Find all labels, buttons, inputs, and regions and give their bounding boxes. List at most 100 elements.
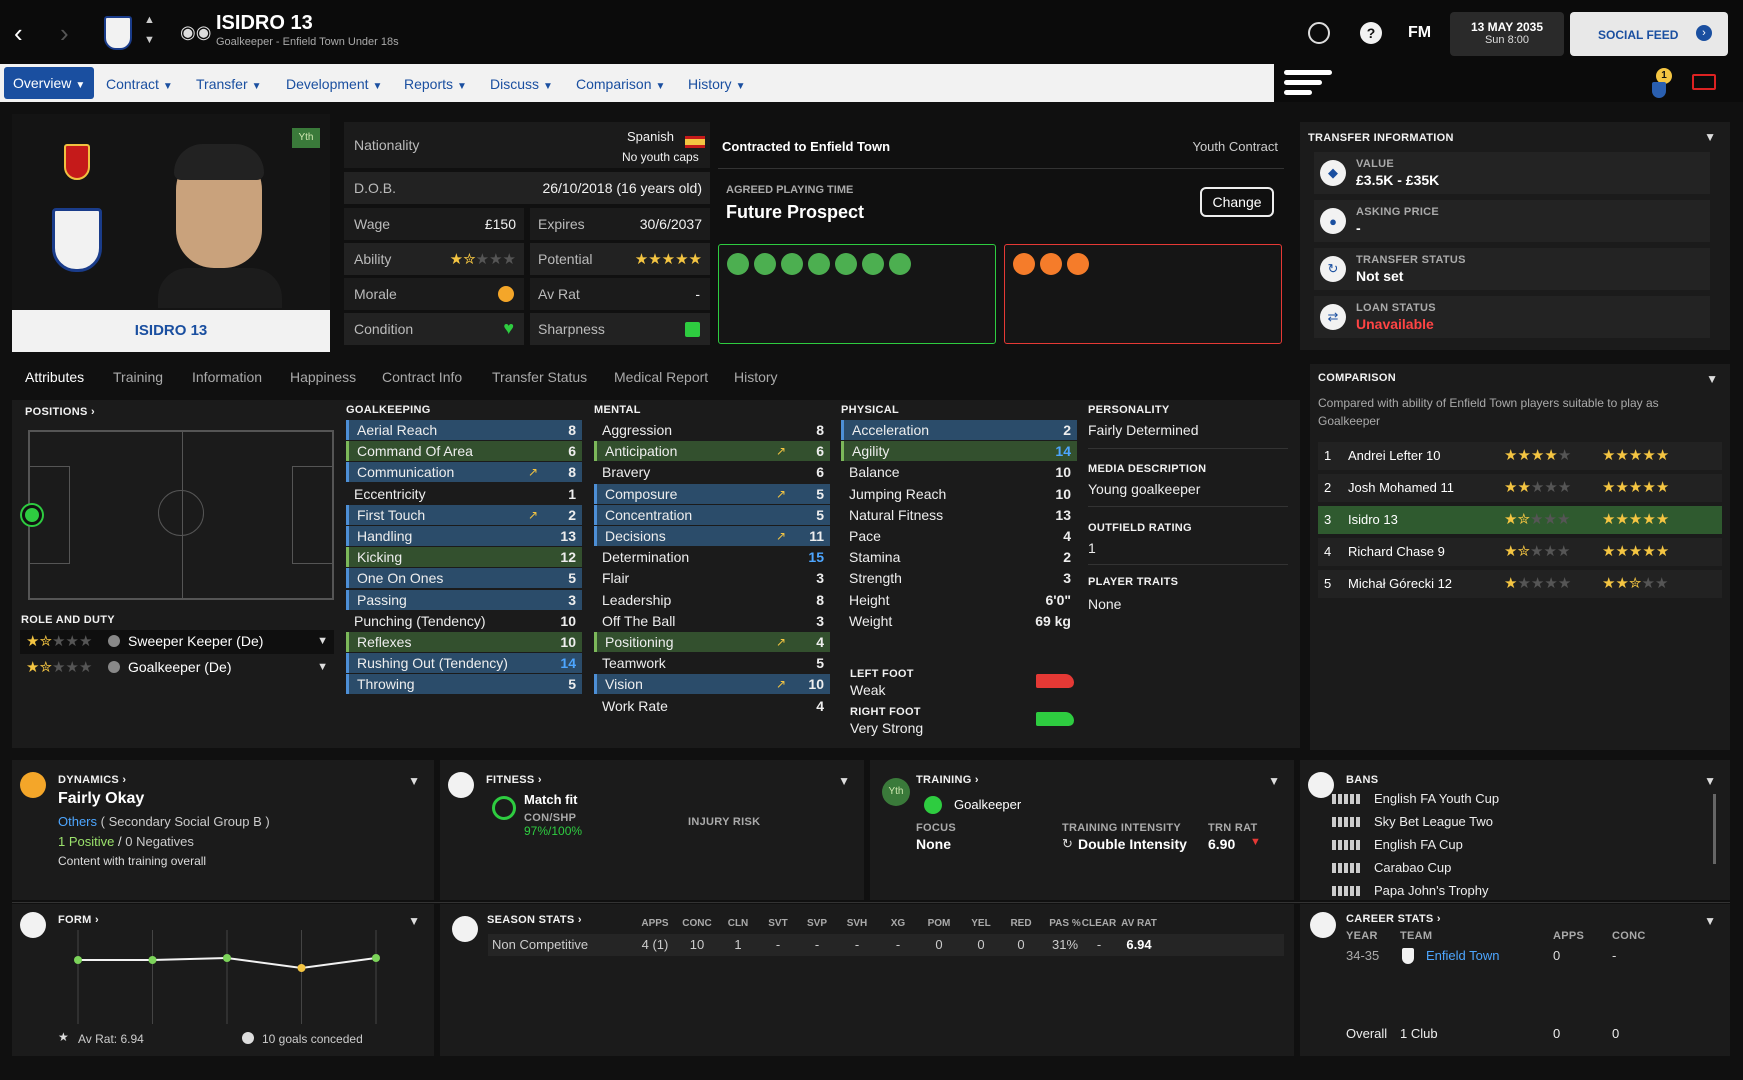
season-col-svh[interactable]: SVH [846,918,868,929]
nav-discuss[interactable]: Discuss ▼ [490,76,553,92]
world-icon[interactable] [1308,22,1330,44]
attr-concentration[interactable]: Concentration 5 [594,504,830,525]
season-col-pom[interactable]: POM [927,918,951,929]
tab-information[interactable]: Information [192,369,263,385]
back-icon[interactable]: ‹ [14,18,23,48]
inbox-icon[interactable] [1350,64,1743,102]
attr-passing[interactable]: Passing 3 [346,589,582,610]
form-point[interactable] [297,964,306,972]
season-col-apps[interactable]: APPS [641,918,669,929]
comparison-row[interactable]: 5 Michał Górecki 12 ★★★★★ ★★✮★★ [1318,570,1722,598]
collapse-icon[interactable]: ▼ [408,774,420,788]
season-stats-title[interactable]: SEASON STATS › [487,914,582,926]
attr-work-rate[interactable]: Work Rate 4 [594,696,830,716]
attr-weight[interactable]: Weight 69 kg [841,611,1077,631]
fm-menu[interactable]: FM [1408,24,1432,41]
nav-development[interactable]: Development ▼ [286,76,383,92]
date-box[interactable]: 13 MAY 2035 Sun 8:00 [1450,12,1564,56]
tab-attributes[interactable]: Attributes [25,369,85,385]
career-team-link[interactable]: Enfield Town [1426,948,1500,963]
training-title[interactable]: TRAINING › [916,774,979,786]
nav-overview[interactable]: Overview ▼ [4,67,95,99]
comparison-row[interactable]: 3 Isidro 13 ★✮★★★ ★★★★★ [1318,506,1722,534]
form-point[interactable] [74,956,82,964]
fitness-title[interactable]: FITNESS › [486,774,542,786]
nav-contract[interactable]: Contract ▼ [106,76,173,92]
nav-history[interactable]: History ▼ [688,76,746,92]
role-row-2[interactable]: ★✮★★★ Goalkeeper (De) ▼ [20,656,334,680]
attr-throwing[interactable]: Throwing 5 [346,674,582,695]
comparison-row[interactable]: 1 Andrei Lefter 10 ★★★★★ ★★★★★ [1318,442,1722,470]
season-col-conc[interactable]: CONC [682,918,712,929]
season-col-clear[interactable]: CLEAR [1081,918,1117,929]
attr-natural-fitness[interactable]: Natural Fitness 13 [841,505,1077,525]
comparison-row[interactable]: 4 Richard Chase 9 ★✮★★★ ★★★★★ [1318,538,1722,566]
nav-transfer[interactable]: Transfer ▼ [196,76,262,92]
collapse-icon[interactable]: ▼ [838,774,850,788]
attr-determination[interactable]: Determination 15 [594,547,830,567]
season-col-xg[interactable]: XG [890,918,906,929]
collapse-icon[interactable]: ▼ [1704,914,1716,928]
attr-acceleration[interactable]: Acceleration 2 [841,420,1077,440]
binoculars-icon[interactable]: ◉◉ [180,22,212,42]
attr-communication[interactable]: Communication 8 ↗ [346,462,582,483]
tab-training[interactable]: Training [113,369,164,385]
social-feed-button[interactable]: SOCIAL FEED › [1570,12,1728,56]
attr-punching-tendency[interactable]: Punching (Tendency) 10 [346,611,582,631]
collapse-icon[interactable]: ▼ [1268,774,1280,788]
club-badge-icon[interactable] [104,16,132,50]
attr-balance[interactable]: Balance 10 [841,462,1077,482]
nav-reports[interactable]: Reports ▼ [404,76,467,92]
season-col-cln[interactable]: CLN [727,918,749,929]
attr-stamina[interactable]: Stamina 2 [841,547,1077,567]
attr-decisions[interactable]: Decisions 11 ↗ [594,526,830,546]
ban-item[interactable]: English FA Youth Cup [1332,790,1706,810]
form-title[interactable]: FORM › [58,914,99,926]
season-col-pas[interactable]: PAS % [1049,918,1081,929]
season-col-red[interactable]: RED [1010,918,1032,929]
attr-off-the-ball[interactable]: Off The Ball 3 [594,611,830,631]
season-col-av-rat[interactable]: AV RAT [1121,918,1157,929]
attr-aggression[interactable]: Aggression 8 [594,420,830,440]
screen-icon[interactable] [1692,74,1716,90]
season-col-yel[interactable]: YEL [971,918,991,929]
career-stats-title[interactable]: CAREER STATS › [1346,913,1441,925]
change-button[interactable]: Change [1200,187,1274,217]
shield-icon[interactable] [1652,82,1666,98]
attr-positioning[interactable]: Positioning 4 ↗ [594,632,830,652]
dynamics-title[interactable]: DYNAMICS › [58,774,127,786]
social-group-link[interactable]: Others [58,814,98,829]
chevron-up-icon[interactable]: ▲ [144,14,155,26]
attr-teamwork[interactable]: Teamwork 5 [594,653,830,673]
season-stats-row[interactable]: Non Competitive [488,934,1284,956]
attr-flair[interactable]: Flair 3 [594,568,830,588]
attr-agility[interactable]: Agility 14 [841,441,1077,462]
collapse-icon[interactable]: ▼ [1704,130,1716,144]
attr-anticipation[interactable]: Anticipation 6 ↗ [594,441,830,462]
tab-transfer-status[interactable]: Transfer Status [492,369,588,385]
attr-composure[interactable]: Composure 5 ↗ [594,483,830,504]
attr-height[interactable]: Height 6'0" [841,590,1077,610]
attr-vision[interactable]: Vision 10 ↗ [594,674,830,695]
attr-aerial-reach[interactable]: Aerial Reach 8 [346,420,582,440]
comparison-row[interactable]: 2 Josh Mohamed 11 ★★★★★ ★★★★★ [1318,474,1722,502]
season-col-svt[interactable]: SVT [768,918,788,929]
chevron-down-icon[interactable]: ▼ [144,34,155,46]
nav-comparison[interactable]: Comparison ▼ [576,76,666,92]
role-row-1[interactable]: ★✮★★★ Sweeper Keeper (De) ▼ [20,630,334,654]
attr-leadership[interactable]: Leadership 8 [594,590,830,610]
season-col-svp[interactable]: SVP [806,918,827,929]
attr-jumping-reach[interactable]: Jumping Reach 10 [841,484,1077,504]
scrollbar[interactable] [1713,794,1716,864]
form-point[interactable] [223,954,231,962]
collapse-icon[interactable]: ▼ [408,914,420,928]
attr-pace[interactable]: Pace 4 [841,526,1077,546]
tab-happiness[interactable]: Happiness [290,369,357,385]
attr-kicking[interactable]: Kicking 12 [346,547,582,568]
attr-rushing-out-tendency[interactable]: Rushing Out (Tendency) 14 [346,653,582,674]
collapse-icon[interactable]: ▼ [1704,774,1716,788]
collapse-icon[interactable]: ▼ [1706,372,1718,386]
menu-icon[interactable] [1274,64,1350,102]
form-point[interactable] [148,956,157,964]
attr-bravery[interactable]: Bravery 6 [594,462,830,482]
